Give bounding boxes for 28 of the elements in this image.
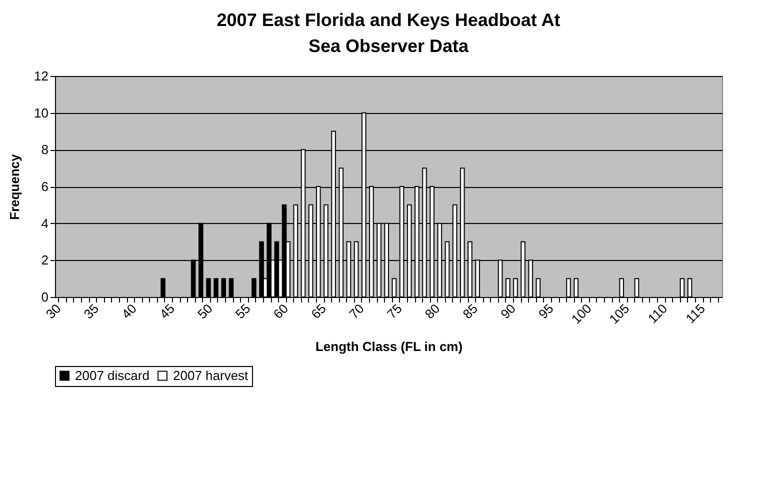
x-tick-label: 65 xyxy=(308,300,330,322)
y-tick-label: 12 xyxy=(34,68,48,84)
x-tick-label: 110 xyxy=(644,300,670,326)
y-tick-label: 6 xyxy=(41,179,48,194)
y-tick-label: 8 xyxy=(41,142,48,158)
x-tick-label: 35 xyxy=(80,300,102,322)
y-tick-label: 2 xyxy=(41,252,48,268)
legend-label: 2007 discard xyxy=(75,368,150,383)
x-tick-label: 75 xyxy=(384,300,405,322)
x-tick-label: 70 xyxy=(346,300,367,322)
y-tick-label: 4 xyxy=(41,216,48,231)
x-tick-label: 95 xyxy=(536,300,556,322)
chart-title: 2007 East Florida and Keys Headboat At Sea Observer Data xyxy=(216,10,560,56)
y-axis-title: Frequency xyxy=(7,153,22,220)
x-tick-label: 80 xyxy=(422,300,443,322)
x-tick-label: 100 xyxy=(568,300,594,327)
x-tick-label: 55 xyxy=(232,300,254,322)
legend-label: 2007 harvest xyxy=(173,368,249,383)
x-tick-label: 45 xyxy=(156,300,178,322)
x-tick-label: 105 xyxy=(606,300,632,327)
x-tick-label: 115 xyxy=(682,300,708,326)
x-tick-label: 90 xyxy=(498,300,519,322)
x-tick-label: 50 xyxy=(194,300,216,322)
x-tick-label: 60 xyxy=(270,300,292,322)
x-tick-label: 40 xyxy=(118,300,140,322)
y-tick-label: 10 xyxy=(34,105,48,120)
x-tick-label: 85 xyxy=(460,300,481,322)
x-axis-title: Length Class (FL in cm) xyxy=(315,338,463,354)
